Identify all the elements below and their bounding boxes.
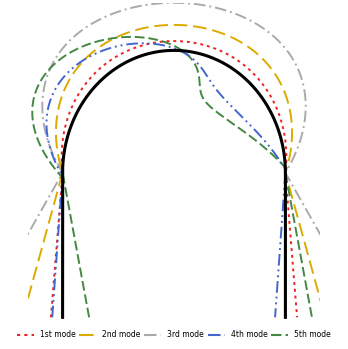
- Legend: 1st mode, 2nd mode, 3rd mode, 4th mode, 5th mode: 1st mode, 2nd mode, 3rd mode, 4th mode, …: [14, 327, 334, 342]
